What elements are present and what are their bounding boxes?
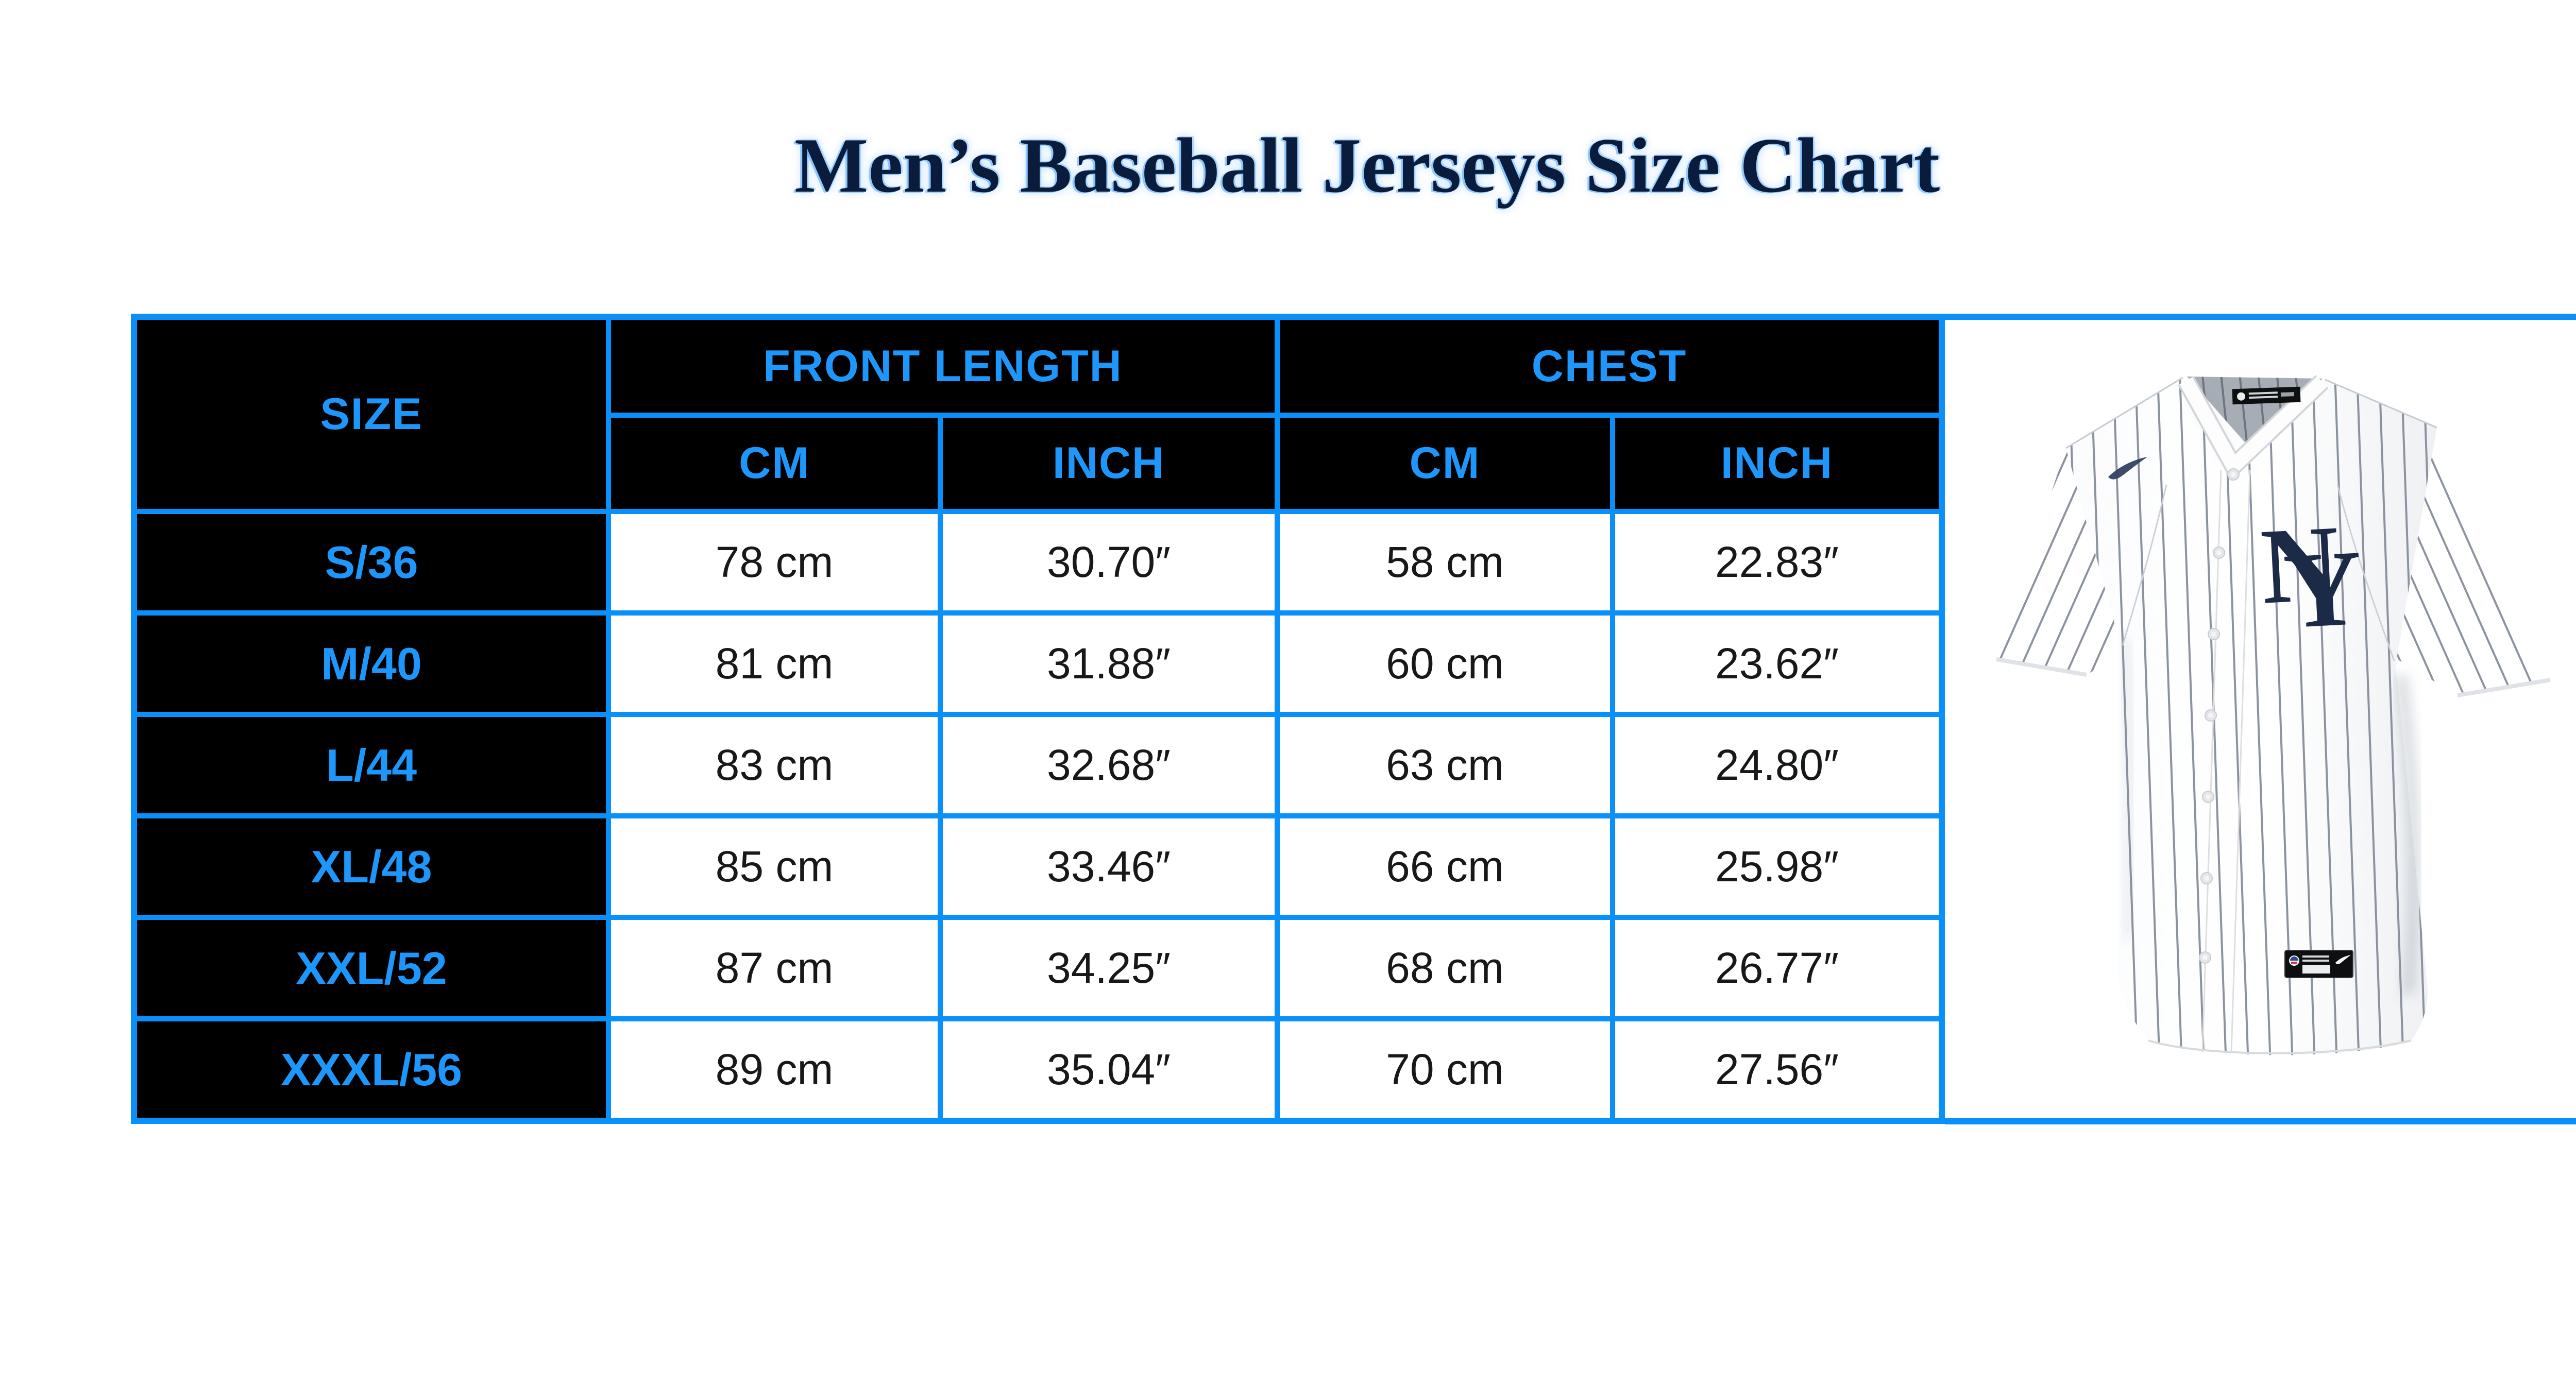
row-front-cm: 89 cm [611,1021,938,1118]
row-size-label: L/44 [137,717,606,813]
row-front-cm: 81 cm [611,616,938,712]
jersey-neck-label [2232,386,2301,405]
row-front-inch: 32.68″ [943,717,1275,813]
header-chest-inch: INCH [1615,418,1939,509]
jersey-product-image: N Y [1996,374,2551,1055]
row-chest-cm: 63 cm [1280,717,1610,813]
ny-logo-y: Y [2281,528,2366,652]
row-front-cm: 78 cm [611,514,938,610]
jersey-placket [2199,468,2251,1053]
row-chest-cm: 66 cm [1280,818,1610,915]
row-chest-cm: 60 cm [1280,616,1610,712]
row-front-inch: 31.88″ [943,616,1275,712]
nike-swoosh-icon [2108,457,2147,480]
header-front-length-inch: INCH [943,418,1275,509]
page-title: Men’s Baseball Jerseys Size Chart [794,122,1940,209]
jersey-collar [2178,374,2329,482]
row-front-inch: 34.25″ [943,920,1275,1016]
size-chart-content: SIZE FRONT LENGTH CHEST CM INCH CM INCH … [131,314,2576,1124]
row-front-cm: 87 cm [611,920,938,1016]
row-front-cm: 83 cm [611,717,938,813]
jersey-body [2065,377,2437,1055]
row-chest-inch: 25.98″ [1615,818,1939,915]
row-chest-inch: 22.83″ [1615,514,1939,610]
row-chest-inch: 24.80″ [1615,717,1939,813]
row-chest-cm: 68 cm [1280,920,1610,1016]
ny-logo: N Y [2258,503,2366,652]
row-front-cm: 85 cm [611,818,938,915]
header-front-length: FRONT LENGTH [611,320,1275,413]
row-front-inch: 30.70″ [943,514,1275,610]
header-chest: CHEST [1280,320,1939,413]
header-size: SIZE [137,320,606,509]
jersey-panel: N Y [1945,314,2576,1124]
row-chest-inch: 26.77″ [1615,920,1939,1016]
mlb-jock-tag [2284,950,2353,978]
row-front-inch: 35.04″ [943,1021,1275,1118]
size-table: SIZE FRONT LENGTH CHEST CM INCH CM INCH … [131,314,1945,1124]
row-chest-inch: 27.56″ [1615,1021,1939,1118]
row-chest-cm: 70 cm [1280,1021,1610,1118]
ny-logo-n: N [2258,503,2343,627]
row-size-label: M/40 [137,616,606,712]
row-chest-inch: 23.62″ [1615,616,1939,712]
header-front-length-cm: CM [611,418,938,509]
row-size-label: S/36 [137,514,606,610]
jersey-buttons [2199,468,2240,964]
row-size-label: XXXL/56 [137,1021,606,1118]
row-size-label: XXL/52 [137,920,606,1016]
row-chest-cm: 58 cm [1280,514,1610,610]
row-size-label: XL/48 [137,818,606,915]
header-chest-cm: CM [1280,418,1610,509]
row-front-inch: 33.46″ [943,818,1275,915]
